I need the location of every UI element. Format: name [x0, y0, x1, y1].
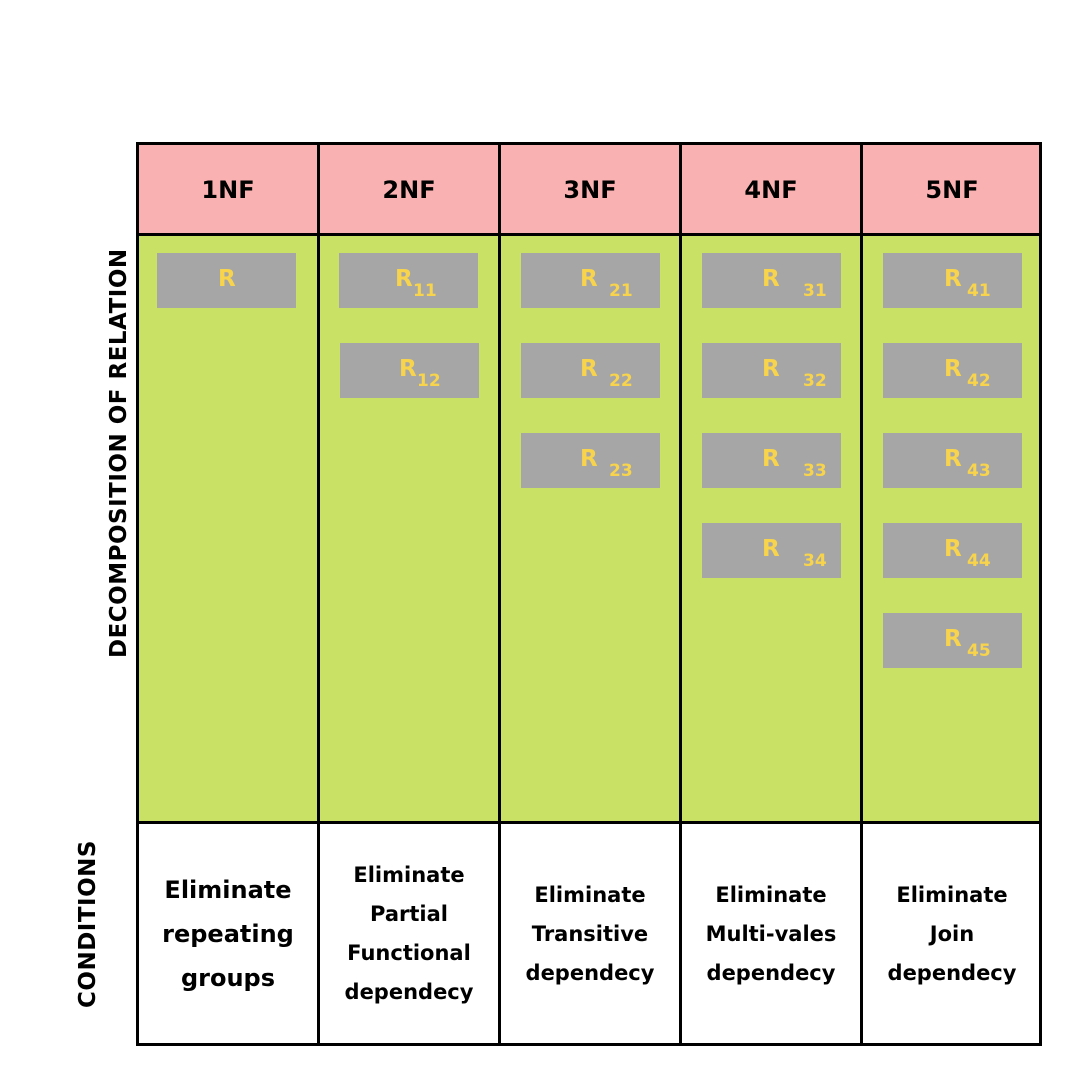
condition-line: Partial	[370, 902, 448, 926]
condition-line: dependecy	[344, 980, 474, 1004]
condition-line: Join	[929, 921, 975, 946]
relation-name: R	[944, 626, 962, 652]
relation-subscript: 23	[609, 461, 633, 481]
condition-line: Eliminate	[353, 863, 465, 887]
relation-name: R	[218, 266, 236, 292]
relation-box: R	[157, 253, 296, 308]
relation-name: R	[944, 356, 962, 382]
grid-line	[317, 142, 320, 1046]
relation-name: R	[580, 266, 598, 292]
relation-name: R	[580, 356, 598, 382]
relation-name: R	[944, 536, 962, 562]
relation-name: R	[944, 446, 962, 472]
header-4nf: 4NF	[682, 145, 860, 234]
condition-3nf: Eliminate Transitive dependecy	[501, 825, 679, 1043]
relation-name: R	[399, 356, 417, 382]
relation-box: R 45	[883, 613, 1022, 668]
relation-subscript: 44	[967, 551, 991, 571]
normalization-table: 1NF 2NF 3NF 4NF 5NF R R 11 R 12 R 21 R 2…	[136, 142, 1042, 1046]
header-5nf: 5NF	[863, 145, 1041, 234]
grid-line	[679, 142, 682, 1046]
relation-name: R	[762, 266, 780, 292]
grid-line	[498, 142, 501, 1046]
decomposition-axis-label: DECOMPOSITION OF RELATION	[106, 248, 132, 658]
relation-box: R 43	[883, 433, 1022, 488]
relation-box: R 34	[702, 523, 841, 578]
header-1nf: 1NF	[139, 145, 317, 234]
condition-line: Eliminate	[164, 876, 292, 904]
grid-line	[136, 142, 1042, 145]
condition-line: Functional	[347, 941, 471, 965]
relation-box: R 32	[702, 343, 841, 398]
grid-line	[136, 821, 1042, 824]
relation-name: R	[395, 266, 413, 292]
grid-line	[136, 1043, 1042, 1046]
relation-subscript: 32	[803, 371, 827, 391]
relation-subscript: 43	[967, 461, 991, 481]
condition-line: groups	[180, 964, 276, 992]
condition-line: Eliminate	[715, 882, 827, 907]
relation-subscript: 21	[609, 281, 633, 301]
relation-subscript: 34	[803, 551, 827, 571]
relation-name: R	[944, 266, 962, 292]
relation-box: R 22	[521, 343, 660, 398]
relation-box: R 11	[339, 253, 478, 308]
condition-line: Eliminate	[896, 882, 1008, 907]
relation-subscript: 45	[967, 641, 991, 661]
condition-line: repeating	[162, 920, 294, 948]
relation-subscript: 11	[413, 281, 437, 301]
header-3nf: 3NF	[501, 145, 679, 234]
condition-4nf: Eliminate Multi-vales dependecy	[682, 825, 860, 1043]
relation-box: R 41	[883, 253, 1022, 308]
relation-name: R	[762, 356, 780, 382]
condition-line: dependecy	[887, 960, 1017, 985]
relation-subscript: 31	[803, 281, 827, 301]
relation-name: R	[762, 446, 780, 472]
relation-box: R 23	[521, 433, 660, 488]
relation-box: R 44	[883, 523, 1022, 578]
relation-box: R 12	[340, 343, 479, 398]
relation-box: R 33	[702, 433, 841, 488]
relation-subscript: 42	[967, 371, 991, 391]
relation-subscript: 12	[417, 371, 441, 391]
relation-box: R 42	[883, 343, 1022, 398]
relation-subscript: 41	[967, 281, 991, 301]
condition-line: Multi-vales	[705, 921, 837, 946]
relation-box: R 21	[521, 253, 660, 308]
condition-1nf: Eliminate repeating groups	[139, 825, 317, 1043]
condition-2nf: Eliminate Partial Functional dependecy	[320, 825, 498, 1043]
condition-line: dependecy	[706, 960, 836, 985]
relation-subscript: 33	[803, 461, 827, 481]
header-2nf: 2NF	[320, 145, 498, 234]
condition-line: Eliminate	[534, 882, 646, 907]
relation-subscript: 22	[609, 371, 633, 391]
relation-name: R	[580, 446, 598, 472]
grid-line	[136, 233, 1042, 236]
relation-box: R 31	[702, 253, 841, 308]
grid-line	[136, 142, 139, 1046]
condition-line: dependecy	[525, 960, 655, 985]
grid-line	[860, 142, 863, 1046]
condition-5nf: Eliminate Join dependecy	[863, 825, 1041, 1043]
condition-line: Transitive	[531, 921, 649, 946]
conditions-axis-label: CONDITIONS	[75, 840, 101, 1008]
relation-name: R	[762, 536, 780, 562]
grid-line	[1039, 142, 1042, 1046]
